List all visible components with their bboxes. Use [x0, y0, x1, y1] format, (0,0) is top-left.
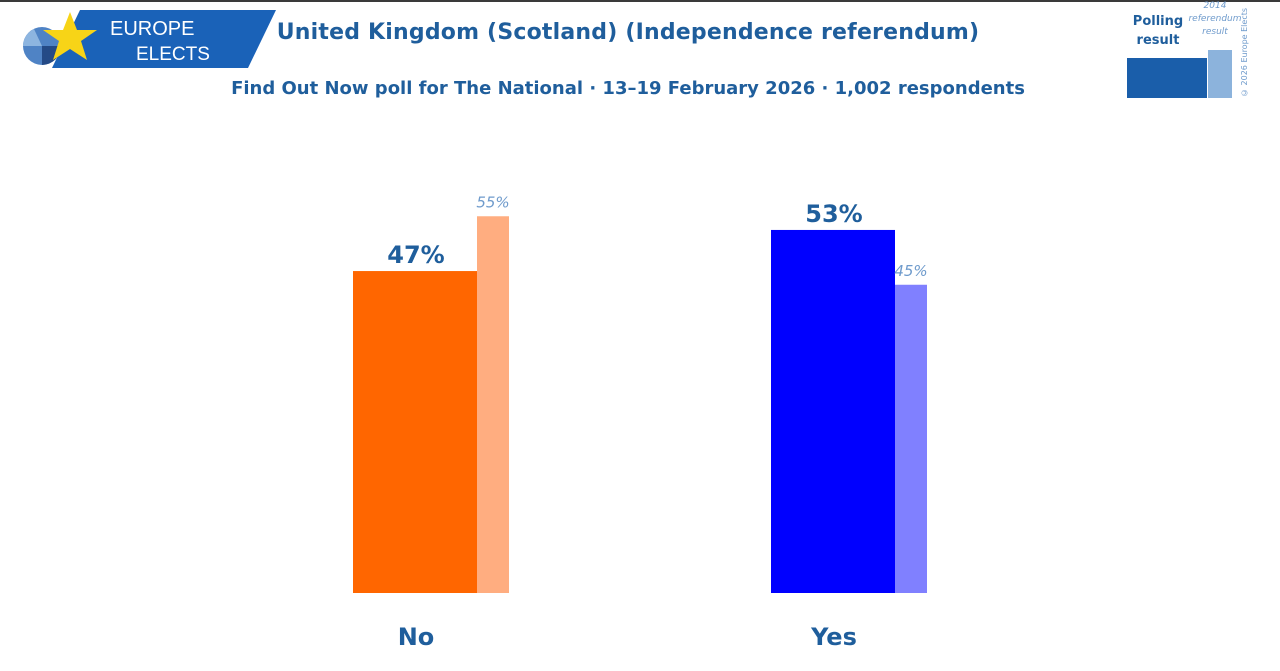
copyright-text: © 2026 Europe Elects [1240, 8, 1249, 98]
brand-line1: EUROPE [110, 18, 194, 40]
top-rule [0, 0, 1280, 2]
legend-polling-swatch [1127, 58, 1207, 98]
value-label-no-poll: 47% [387, 241, 444, 269]
page-subtitle: Find Out Now poll for The National · 13–… [231, 78, 1025, 99]
bar-yes-reference [895, 284, 927, 593]
brand-line2: ELECTS [136, 44, 210, 65]
value-label-yes-reference: 45% [894, 262, 927, 280]
logo-globe-slice [23, 29, 42, 46]
legend-reference-swatch [1208, 50, 1232, 98]
europe-elects-logo: EUROPE ELECTS [23, 10, 276, 68]
star-icon [43, 12, 97, 60]
logo-banner [52, 10, 276, 68]
category-label-yes: Yes [810, 623, 857, 651]
bar-no-poll [353, 271, 477, 593]
value-label-yes-poll: 53% [805, 200, 862, 228]
legend-polling-label: Polling result [1132, 14, 1184, 48]
bar-yes-poll [771, 229, 895, 593]
bar-chart: 47% 55% No 53% 45% Yes [353, 193, 928, 651]
bar-no-reference [477, 216, 509, 593]
legend-reference-label: 2014 referendum result [1188, 1, 1242, 37]
page-title: United Kingdom (Scotland) (Independence … [276, 20, 980, 45]
value-label-no-reference: 55% [476, 193, 509, 211]
legend: Polling result 2014 referendum result © … [1120, 0, 1260, 104]
category-label-no: No [398, 623, 435, 651]
